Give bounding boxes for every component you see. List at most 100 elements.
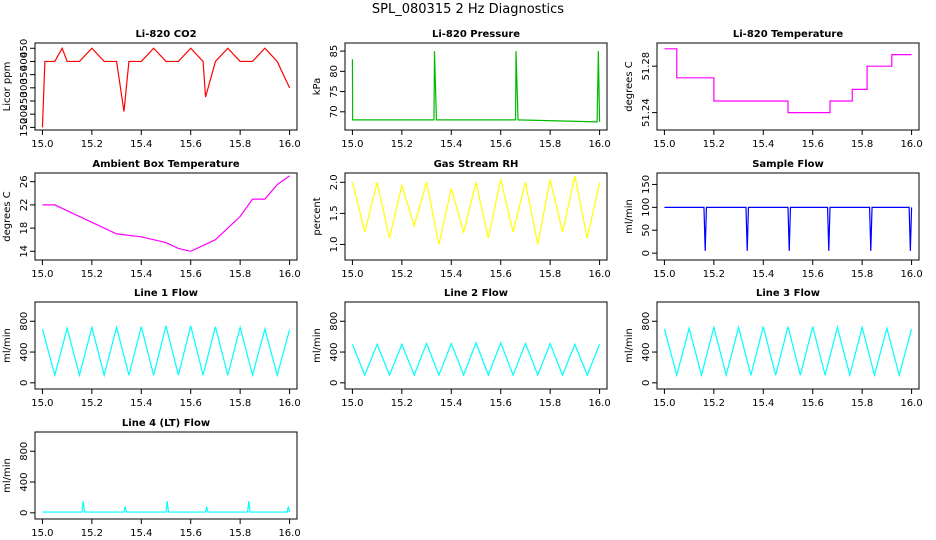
x-tick-label: 15.0 [653,269,675,280]
x-tick-label: 15.8 [851,139,873,150]
x-tick-label: 15.4 [752,398,774,409]
x-tick-label: 15.2 [703,139,725,150]
data-line [351,51,601,123]
y-tick-label: 450 [19,39,30,58]
y-tick-label: 85 [329,45,340,58]
x-tick-label: 15.2 [81,398,103,409]
data-line [41,325,291,378]
x-tick-label: 15.4 [130,139,152,150]
x-tick-label: 15.2 [81,139,103,150]
plot-frame [34,172,298,261]
x-tick-label: 15.6 [802,398,824,409]
plot-frame [34,301,298,390]
x-tick-label: 15.4 [130,398,152,409]
x-tick-label: 15.0 [31,398,53,409]
panel-title: Line 3 Flow [756,288,820,299]
x-tick-label: 15.0 [653,398,675,409]
y-tick-label: 18 [19,222,30,235]
y-tick-label: 75 [329,85,340,98]
plot-frame [34,431,298,520]
x-tick-label: 15.8 [851,398,873,409]
panel-title: Line 2 Flow [444,288,508,299]
y-tick-label: 0 [641,380,652,386]
x-tick-label: 15.8 [229,398,251,409]
y-axis-label: degrees C [2,191,13,241]
y-axis-label: degrees C [624,61,635,111]
x-tick-label: 15.0 [341,139,363,150]
x-tick-label: 15.4 [440,139,462,150]
x-tick-label: 15.8 [229,269,251,280]
x-tick-label: 15.0 [31,139,53,150]
y-tick-label: 200 [19,105,30,124]
y-tick-label: 50 [641,224,652,237]
x-tick-label: 16.0 [900,398,922,409]
x-tick-label: 15.2 [391,398,413,409]
y-tick-label: 1.5 [329,205,340,221]
panel-title: Sample Flow [752,159,824,170]
data-line [351,341,601,377]
y-tick-label: 51.24 [641,98,652,127]
x-tick-label: 15.6 [490,139,512,150]
x-tick-label: 15.0 [341,269,363,280]
y-tick-label: 2.0 [329,174,340,190]
y-tick-label: 300 [19,78,30,97]
x-tick-label: 16.0 [278,139,300,150]
y-tick-label: 0 [329,380,340,386]
data-line [664,206,913,251]
data-line [41,46,291,128]
y-tick-label: 400 [19,342,30,361]
y-axis-label: ml/min [312,328,323,363]
y-tick-label: 800 [641,312,652,331]
data-line [351,175,601,245]
plot-frame [344,301,608,390]
y-axis-label: percent [312,197,323,235]
y-tick-label: 150 [19,118,30,137]
y-tick-label: 1.0 [329,237,340,253]
y-tick-label: 70 [329,105,340,118]
y-tick-label: 400 [19,52,30,71]
plot-frame [344,172,608,261]
panel-title: Gas Stream RH [434,159,519,170]
x-tick-label: 15.6 [490,269,512,280]
x-tick-label: 15.8 [539,398,561,409]
y-tick-label: 250 [19,91,30,110]
x-tick-label: 15.2 [81,528,103,539]
x-tick-label: 16.0 [278,269,300,280]
panel-title: Li-820 Temperature [733,29,843,40]
y-tick-label: 0 [641,250,652,256]
data-line [42,501,291,513]
x-tick-label: 15.6 [180,269,202,280]
x-tick-label: 15.8 [539,269,561,280]
x-tick-label: 15.4 [440,398,462,409]
y-axis-label: ml/min [624,328,635,363]
x-tick-label: 16.0 [278,528,300,539]
plot-frame [34,42,298,131]
x-tick-label: 15.6 [802,269,824,280]
y-tick-label: 400 [329,342,340,361]
y-axis-label: kPa [312,78,323,96]
x-tick-label: 16.0 [588,139,610,150]
x-tick-label: 15.0 [653,139,675,150]
x-tick-label: 15.4 [752,269,774,280]
x-tick-label: 15.4 [130,528,152,539]
y-axis-label: Licor ppm [2,62,13,112]
x-tick-label: 15.4 [440,269,462,280]
x-tick-label: 15.8 [539,139,561,150]
plot-frame [344,42,608,131]
data-line [663,325,913,378]
data-line [664,48,912,114]
x-tick-label: 15.2 [391,269,413,280]
x-tick-label: 15.8 [229,528,251,539]
panel-title: Li-820 Pressure [432,29,520,40]
y-axis-label: ml/min [2,328,13,363]
panel-title: Line 1 Flow [134,288,198,299]
x-tick-label: 15.6 [490,398,512,409]
x-tick-label: 15.6 [180,528,202,539]
x-tick-label: 16.0 [900,269,922,280]
y-tick-label: 51.28 [641,52,652,81]
y-tick-label: 800 [19,442,30,461]
x-tick-label: 15.4 [752,139,774,150]
y-tick-label: 400 [641,342,652,361]
plot-frame [656,301,920,390]
